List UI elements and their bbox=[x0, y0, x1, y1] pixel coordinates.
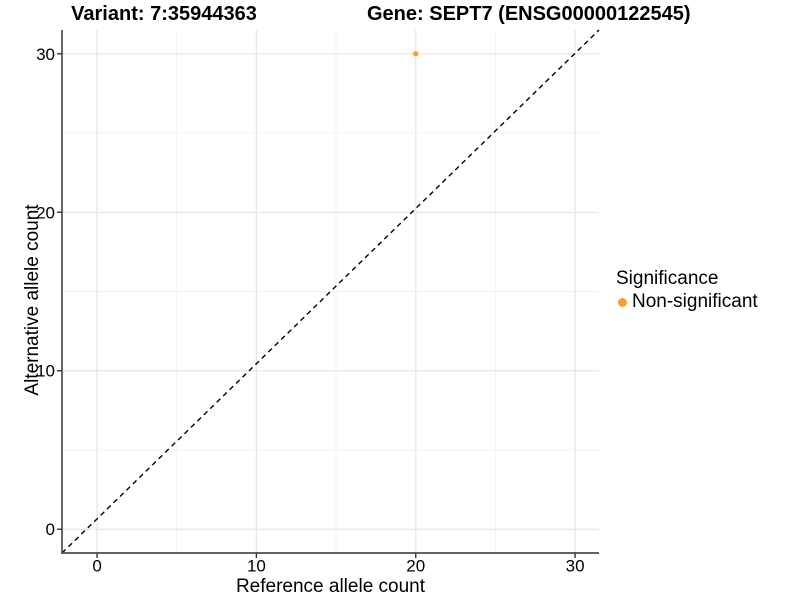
x-tick-label: 20 bbox=[406, 557, 425, 576]
variant-title: Variant: 7:35944363 bbox=[71, 3, 257, 25]
legend-entry: Non-significant bbox=[616, 291, 758, 313]
y-tick-label: 30 bbox=[36, 45, 55, 64]
data-point bbox=[413, 51, 419, 57]
legend: Significance Non-significant bbox=[616, 268, 758, 313]
legend-point-icon bbox=[618, 297, 627, 307]
y-tick-label: 20 bbox=[36, 203, 55, 222]
y-tick-label: 0 bbox=[46, 520, 55, 539]
x-tick-label: 0 bbox=[92, 557, 101, 576]
y-tick-label: 10 bbox=[36, 362, 55, 381]
identity-line bbox=[61, 29, 600, 554]
y-axis-title: Alternative allele count bbox=[22, 204, 43, 396]
legend-title: Significance bbox=[616, 268, 719, 289]
x-tick-label: 30 bbox=[566, 557, 585, 576]
x-axis-title: Reference allele count bbox=[235, 576, 426, 597]
x-tick-label: 10 bbox=[247, 557, 266, 576]
legend-entry-label: Non-significant bbox=[632, 291, 758, 312]
gene-title: Gene: SEPT7 (ENSG00000122545) bbox=[367, 3, 691, 25]
